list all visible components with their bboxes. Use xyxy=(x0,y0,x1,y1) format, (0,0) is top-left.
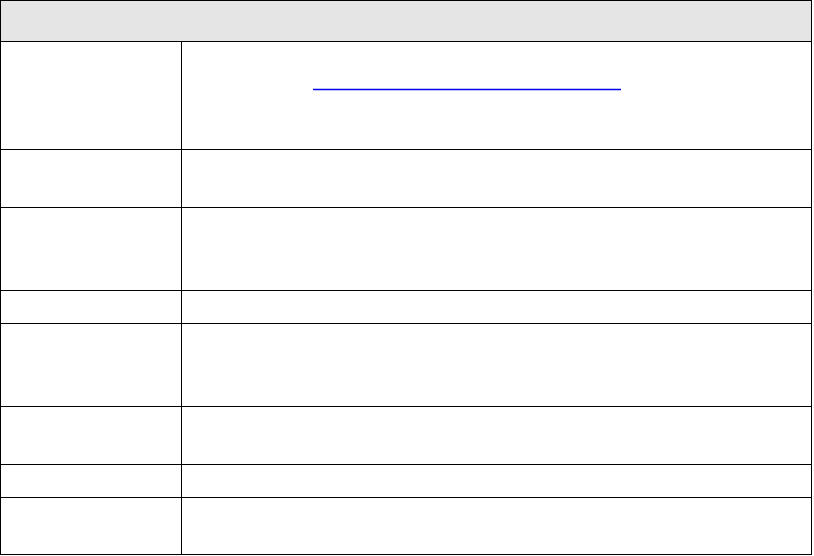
header-row xyxy=(0,0,812,41)
